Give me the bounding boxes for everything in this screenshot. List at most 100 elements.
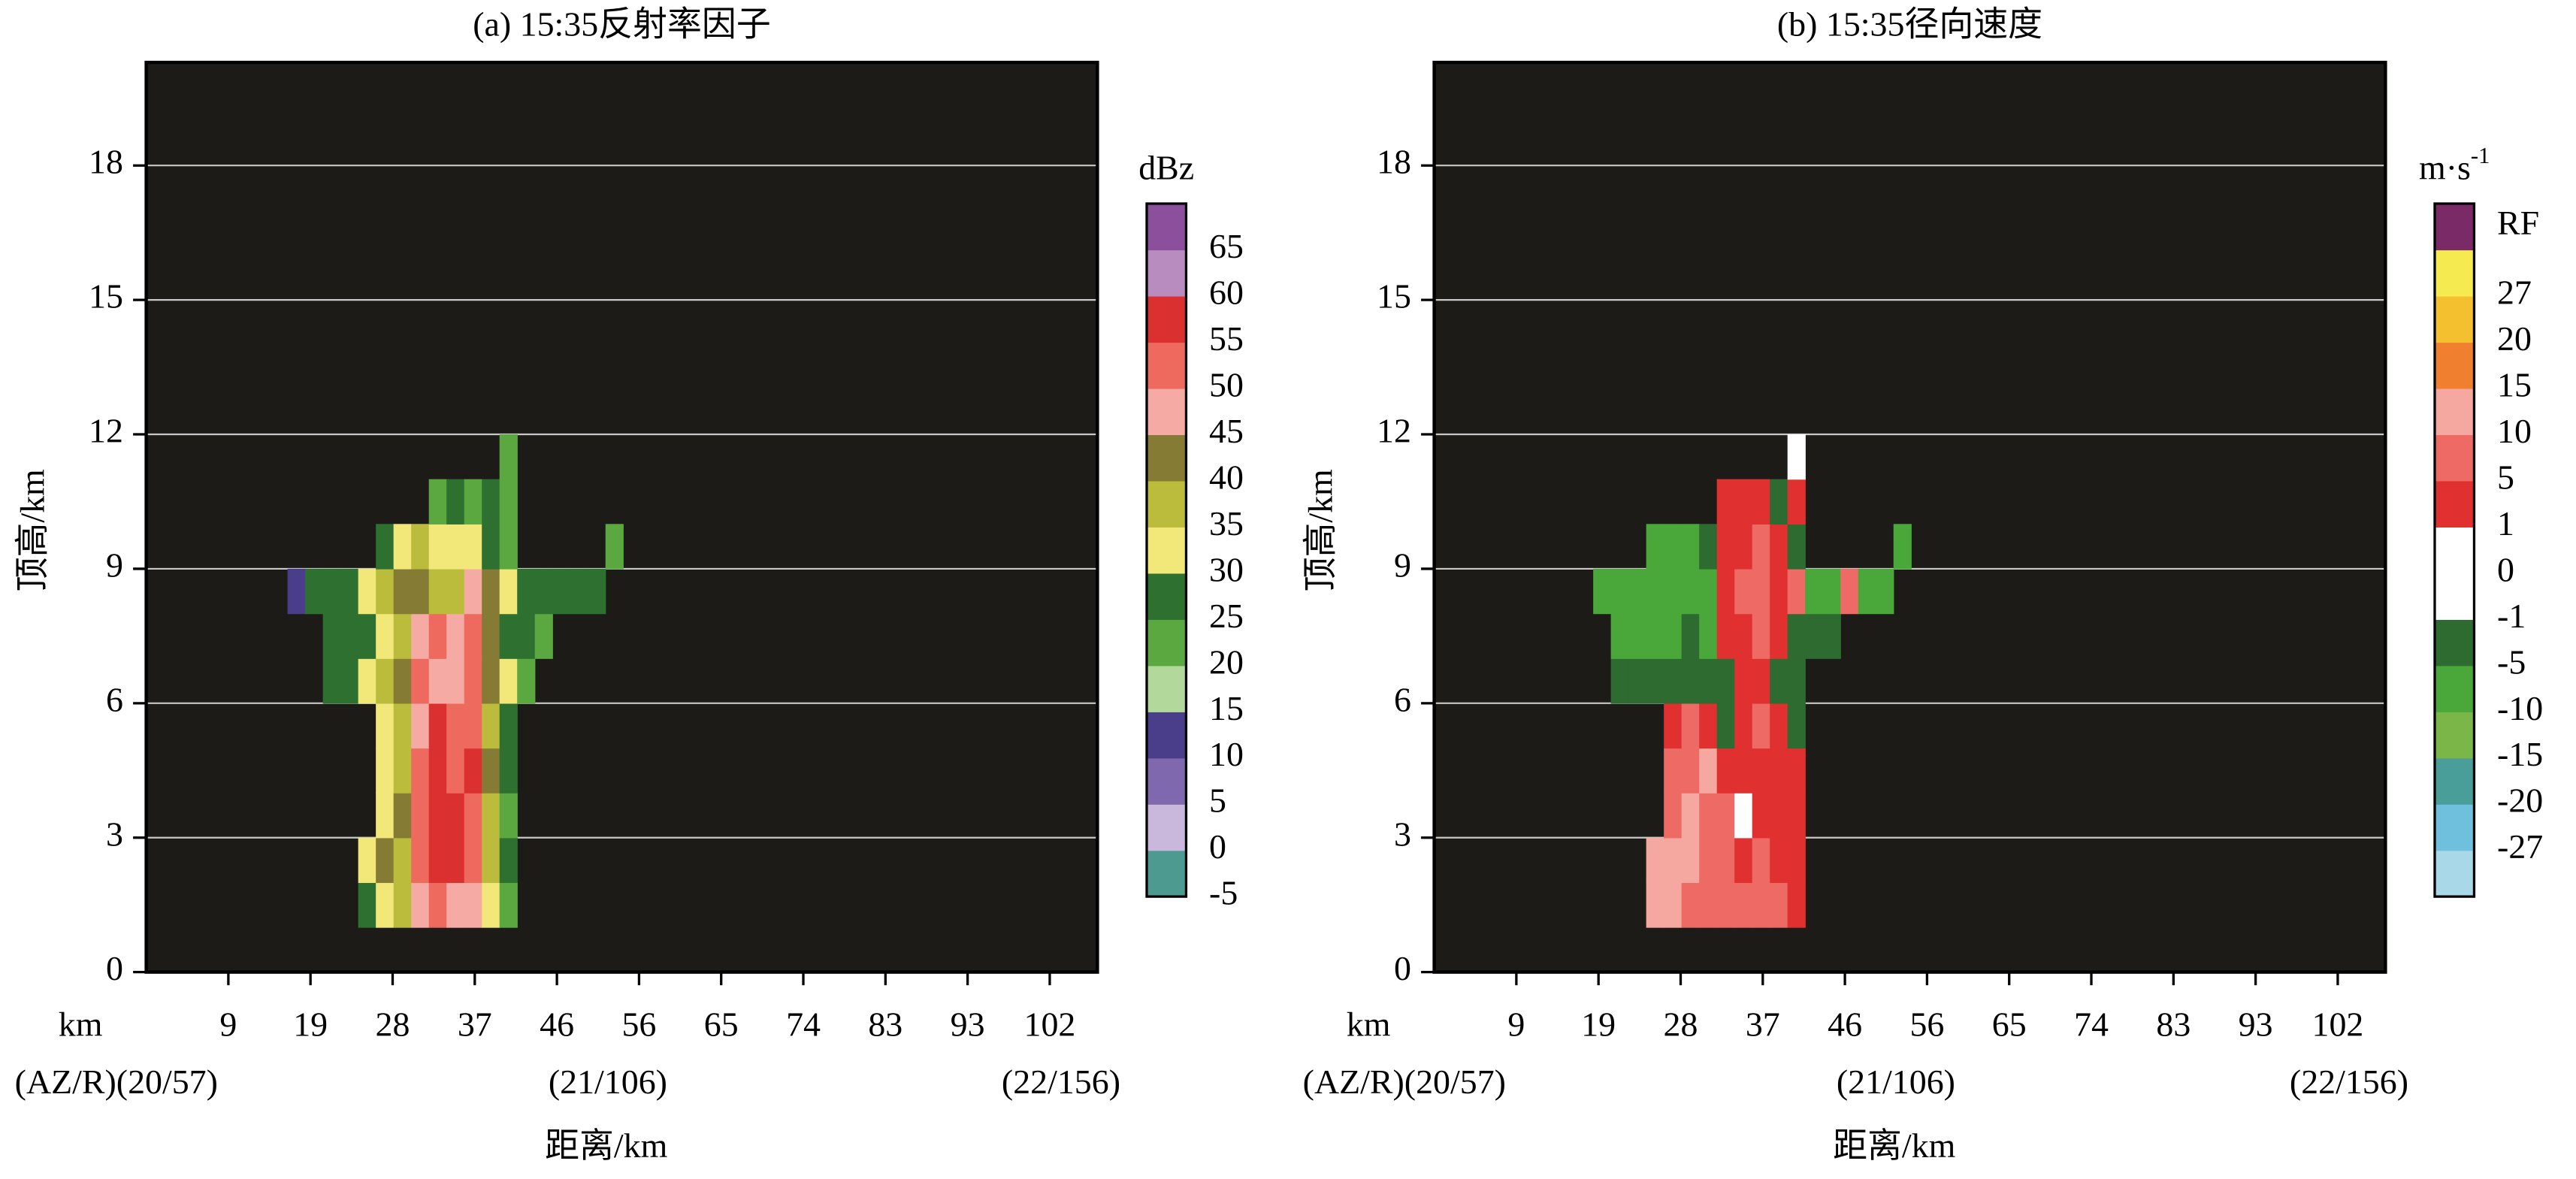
echo-cell	[1628, 613, 1647, 659]
echo-cell	[482, 748, 500, 794]
echo-cell	[1770, 703, 1788, 749]
echo-cell	[1664, 613, 1683, 659]
echo-cell	[1699, 658, 1718, 704]
colorbar-label: -1	[2497, 597, 2526, 635]
echo-cell	[446, 748, 465, 794]
colorbar-segment	[1146, 480, 1187, 528]
echo-cell	[534, 613, 553, 659]
echo-cell	[393, 658, 412, 704]
echo-cell	[393, 703, 412, 749]
echo-cell	[1681, 524, 1700, 570]
echo-cell	[411, 748, 430, 794]
colorbar-label: 10	[1209, 735, 1244, 773]
x-tick-label: 37	[1746, 1005, 1780, 1043]
echo-cell	[1593, 568, 1612, 615]
colorbar-label: 20	[2497, 319, 2532, 358]
y-tick-label: 18	[89, 143, 123, 181]
echo-cell	[1664, 837, 1683, 884]
plot-frame	[144, 60, 1099, 974]
colorbar-label: 15	[1209, 689, 1244, 727]
colorbar-frame	[1145, 202, 1188, 898]
echo-cell	[1752, 658, 1770, 704]
echo-cell	[446, 479, 465, 525]
echo-cell	[1752, 793, 1770, 839]
colorbar-segment	[1146, 804, 1187, 851]
echo-cell	[428, 658, 447, 704]
echo-cell	[464, 524, 482, 570]
echo-cell	[1787, 793, 1806, 839]
echo-cell	[499, 882, 518, 928]
echo-cell	[428, 613, 447, 659]
echo-cell	[1716, 524, 1735, 570]
colorbar-segment	[2434, 665, 2475, 712]
echo-cell	[1716, 703, 1735, 749]
echo-cell	[464, 837, 482, 884]
echo-cell	[358, 837, 376, 884]
echo-cell	[1716, 568, 1735, 615]
echo-cell	[1628, 658, 1647, 704]
echo-cell	[1787, 748, 1806, 794]
colorbar-segment	[2434, 295, 2475, 343]
echo-cell	[358, 613, 376, 659]
colorbar-segment	[1146, 388, 1187, 436]
echo-cell	[482, 479, 500, 525]
echo-cell	[428, 837, 447, 884]
echo-cell	[1893, 524, 1912, 570]
echo-cell	[517, 613, 536, 659]
echo-cell	[1681, 658, 1700, 704]
echo-cell	[1805, 613, 1824, 659]
colorbar-segment	[2434, 757, 2475, 805]
colorbar-segment	[2434, 434, 2475, 482]
echo-cell	[1716, 658, 1735, 704]
echo-cell	[1752, 568, 1770, 615]
colorbar-segment	[1146, 850, 1187, 897]
echo-cell	[1770, 837, 1788, 884]
colorbar-label: 60	[1209, 273, 1244, 311]
y-tick-label: 3	[106, 815, 123, 853]
echo-cell	[464, 882, 482, 928]
colorbar-segment	[1146, 757, 1187, 805]
y-tick-label: 9	[1394, 546, 1411, 584]
echo-cell	[499, 479, 518, 525]
plot-background	[146, 62, 1098, 972]
echo-cell	[1699, 748, 1718, 794]
echo-cell	[1787, 479, 1806, 525]
colorbar-segment	[2434, 388, 2475, 436]
y-tick-label: 12	[1377, 412, 1411, 450]
x-unit: km	[59, 1005, 103, 1043]
echo-cell	[1787, 837, 1806, 884]
colorbar-unit: dBz	[1138, 148, 1194, 186]
echo-cell	[1664, 568, 1683, 615]
echo-cell	[446, 613, 465, 659]
echo-cell	[428, 524, 447, 570]
colorbar-label: -5	[2497, 642, 2526, 681]
colorbar-label: 20	[1209, 642, 1244, 681]
echo-cell	[1716, 793, 1735, 839]
echo-cell	[340, 658, 359, 704]
colorbar-unit: m·s	[2419, 148, 2471, 186]
echo-cell	[1876, 568, 1894, 615]
colorbar-label: 30	[1209, 550, 1244, 588]
echo-cell	[464, 793, 482, 839]
colorbar-title: dBz	[1138, 148, 1194, 186]
echo-cell	[499, 793, 518, 839]
colorbar-label: 15	[2497, 365, 2532, 404]
echo-cell	[340, 613, 359, 659]
echo-cell	[482, 613, 500, 659]
colorbar-segment	[1146, 619, 1187, 667]
echo-cell	[1699, 703, 1718, 749]
x-tick-label: 46	[540, 1005, 574, 1043]
echo-cell	[1699, 524, 1718, 570]
x-tick-label: 37	[458, 1005, 492, 1043]
echo-cell	[499, 434, 518, 480]
x-tick-label: 28	[1664, 1005, 1698, 1043]
azr-label: (22/156)	[2290, 1063, 2408, 1101]
echo-cell	[1664, 793, 1683, 839]
echo-cell	[376, 882, 395, 928]
x-tick-label: 28	[376, 1005, 410, 1043]
colorbar-label: -5	[1209, 874, 1238, 912]
echo-cell	[1752, 479, 1770, 525]
echo-cell	[1734, 703, 1753, 749]
